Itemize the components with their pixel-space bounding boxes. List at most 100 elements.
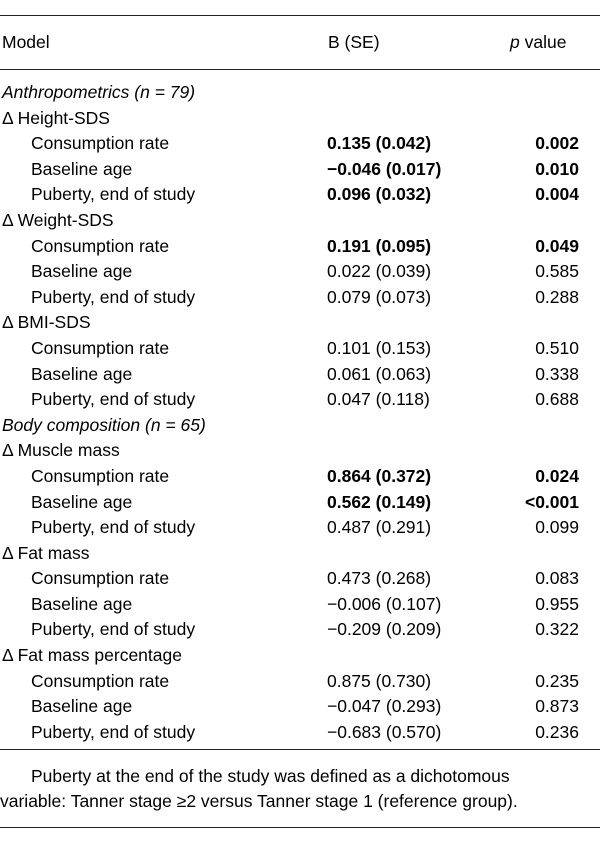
p-value-word: value: [519, 32, 567, 52]
table-row: Baseline age −0.006 (0.107) 0.955: [0, 592, 600, 618]
predictor-label: Puberty, end of study: [31, 184, 196, 205]
p-value-cell: 0.004: [535, 184, 579, 205]
predictor-label: Puberty, end of study: [31, 721, 196, 742]
table-row: Consumption rate 0.191 (0.095) 0.049: [0, 234, 600, 260]
table-row: Puberty, end of study −0.209 (0.209) 0.322: [0, 617, 600, 643]
p-value-cell: 0.002: [535, 133, 579, 154]
coefficient-cell: 0.487 (0.291): [327, 517, 432, 538]
coefficient-cell: 0.875 (0.730): [327, 670, 432, 691]
group-heading-row: Δ BMI-SDS: [0, 310, 600, 336]
outcome-label: Δ Fat mass percentage: [2, 645, 182, 666]
regression-table-body: Anthropometrics (n = 79) Δ Height-SDS Cons…: [0, 80, 600, 745]
table-row: Baseline age −0.046 (0.017) 0.010: [0, 157, 600, 183]
predictor-label: Puberty, end of study: [31, 389, 196, 410]
predictor-label: Consumption rate: [31, 568, 170, 589]
coefficient-cell: 0.096 (0.032): [327, 184, 432, 205]
coefficient-cell: 0.562 (0.149): [327, 491, 432, 512]
predictor-label: Baseline age: [31, 593, 133, 614]
coefficient-cell: −0.683 (0.570): [327, 721, 442, 742]
table-row: Consumption rate 0.101 (0.153) 0.510: [0, 336, 600, 362]
p-value-cell: 0.322: [535, 619, 579, 640]
section-heading-row: Body composition (n = 65): [0, 413, 600, 439]
top-rule: [0, 15, 600, 16]
header-rule: [0, 69, 600, 70]
table-row: Puberty, end of study 0.096 (0.032) 0.004: [0, 182, 600, 208]
predictor-label: Baseline age: [31, 696, 133, 717]
p-value-cell: 0.585: [535, 261, 579, 282]
table-row: Consumption rate 0.473 (0.268) 0.083: [0, 566, 600, 592]
table-row: Puberty, end of study 0.487 (0.291) 0.099: [0, 515, 600, 541]
predictor-label: Consumption rate: [31, 133, 170, 154]
predictor-label: Baseline age: [31, 261, 133, 282]
coefficient-cell: −0.047 (0.293): [327, 696, 442, 717]
outcome-label: Δ Weight-SDS: [2, 209, 114, 230]
coefficient-cell: 0.047 (0.118): [327, 389, 430, 410]
coefficient-cell: 0.022 (0.039): [327, 261, 432, 282]
group-heading-row: Δ Fat mass: [0, 541, 600, 567]
predictor-label: Consumption rate: [31, 465, 170, 486]
table-row: Baseline age 0.061 (0.063) 0.338: [0, 362, 600, 388]
coefficient-cell: 0.101 (0.153): [327, 337, 432, 358]
table-row: Baseline age −0.047 (0.293) 0.873: [0, 694, 600, 720]
section-heading-row: Anthropometrics (n = 79): [0, 80, 600, 106]
column-header-p-value: p value: [510, 30, 566, 54]
p-value-cell: 0.338: [535, 363, 579, 384]
column-header-b-se: B (SE): [328, 32, 380, 52]
p-value-cell: 0.049: [535, 235, 579, 256]
section-label: Anthropometrics (n = 79): [2, 82, 196, 102]
p-value-cell: <0.001: [524, 491, 579, 512]
coefficient-cell: −0.006 (0.107): [327, 593, 442, 614]
table-row: Consumption rate 0.864 (0.372) 0.024: [0, 464, 600, 490]
coefficient-cell: 0.473 (0.268): [327, 568, 432, 589]
footnote-bottom-rule: [0, 827, 600, 828]
group-heading-row: Δ Height-SDS: [0, 106, 600, 132]
group-heading-row: Δ Fat mass percentage: [0, 643, 600, 669]
predictor-label: Consumption rate: [31, 670, 170, 691]
predictor-label: Puberty, end of study: [31, 517, 196, 538]
group-heading-row: Δ Weight-SDS: [0, 208, 600, 234]
outcome-label: Δ Height-SDS: [2, 107, 110, 128]
outcome-label: Δ Fat mass: [2, 542, 90, 563]
table-row: Puberty, end of study 0.079 (0.073) 0.288: [0, 285, 600, 311]
footnote-line-2: variable: Tanner stage ≥2 versus Tanner …: [0, 791, 518, 811]
table-bottom-rule: [0, 749, 600, 750]
table-row: Baseline age 0.022 (0.039) 0.585: [0, 259, 600, 285]
coefficient-cell: −0.046 (0.017): [327, 158, 442, 179]
column-header-model: Model: [2, 32, 50, 52]
coefficient-cell: 0.191 (0.095): [327, 235, 432, 256]
p-value-cell: 0.235: [535, 670, 579, 691]
p-value-cell: 0.688: [535, 389, 579, 410]
predictor-label: Baseline age: [31, 363, 133, 384]
outcome-label: Δ BMI-SDS: [2, 312, 91, 333]
p-value-cell: 0.024: [535, 465, 579, 486]
predictor-label: Puberty, end of study: [31, 619, 196, 640]
coefficient-cell: 0.061 (0.063): [327, 363, 432, 384]
predictor-label: Baseline age: [31, 158, 133, 179]
p-symbol: p: [510, 32, 520, 52]
table-row: Puberty, end of study −0.683 (0.570) 0.236: [0, 720, 600, 746]
predictor-label: Puberty, end of study: [31, 286, 196, 307]
p-value-cell: 0.010: [535, 158, 579, 179]
table-row: Consumption rate 0.875 (0.730) 0.235: [0, 669, 600, 695]
table-row: Consumption rate 0.135 (0.042) 0.002: [0, 131, 600, 157]
table-footnote: Puberty at the end of the study was defi…: [0, 764, 600, 814]
predictor-label: Baseline age: [31, 491, 133, 512]
section-label: Body composition (n = 65): [2, 414, 206, 435]
coefficient-cell: −0.209 (0.209): [327, 619, 442, 640]
table-row: Baseline age 0.562 (0.149) <0.001: [0, 490, 600, 516]
coefficient-cell: 0.079 (0.073): [327, 286, 432, 307]
group-heading-row: Δ Muscle mass: [0, 438, 600, 464]
p-value-cell: 0.873: [535, 696, 579, 717]
p-value-cell: 0.236: [535, 721, 579, 742]
predictor-label: Consumption rate: [31, 235, 170, 256]
predictor-label: Consumption rate: [31, 337, 170, 358]
p-value-cell: 0.510: [535, 337, 579, 358]
outcome-label: Δ Muscle mass: [2, 440, 120, 461]
p-value-cell: 0.083: [535, 568, 579, 589]
p-value-cell: 0.099: [535, 517, 579, 538]
table-row: Puberty, end of study 0.047 (0.118) 0.688: [0, 387, 600, 413]
p-value-cell: 0.288: [535, 286, 579, 307]
coefficient-cell: 0.135 (0.042): [327, 133, 432, 154]
coefficient-cell: 0.864 (0.372): [327, 465, 432, 486]
footnote-line-1: Puberty at the end of the study was defi…: [31, 766, 510, 786]
